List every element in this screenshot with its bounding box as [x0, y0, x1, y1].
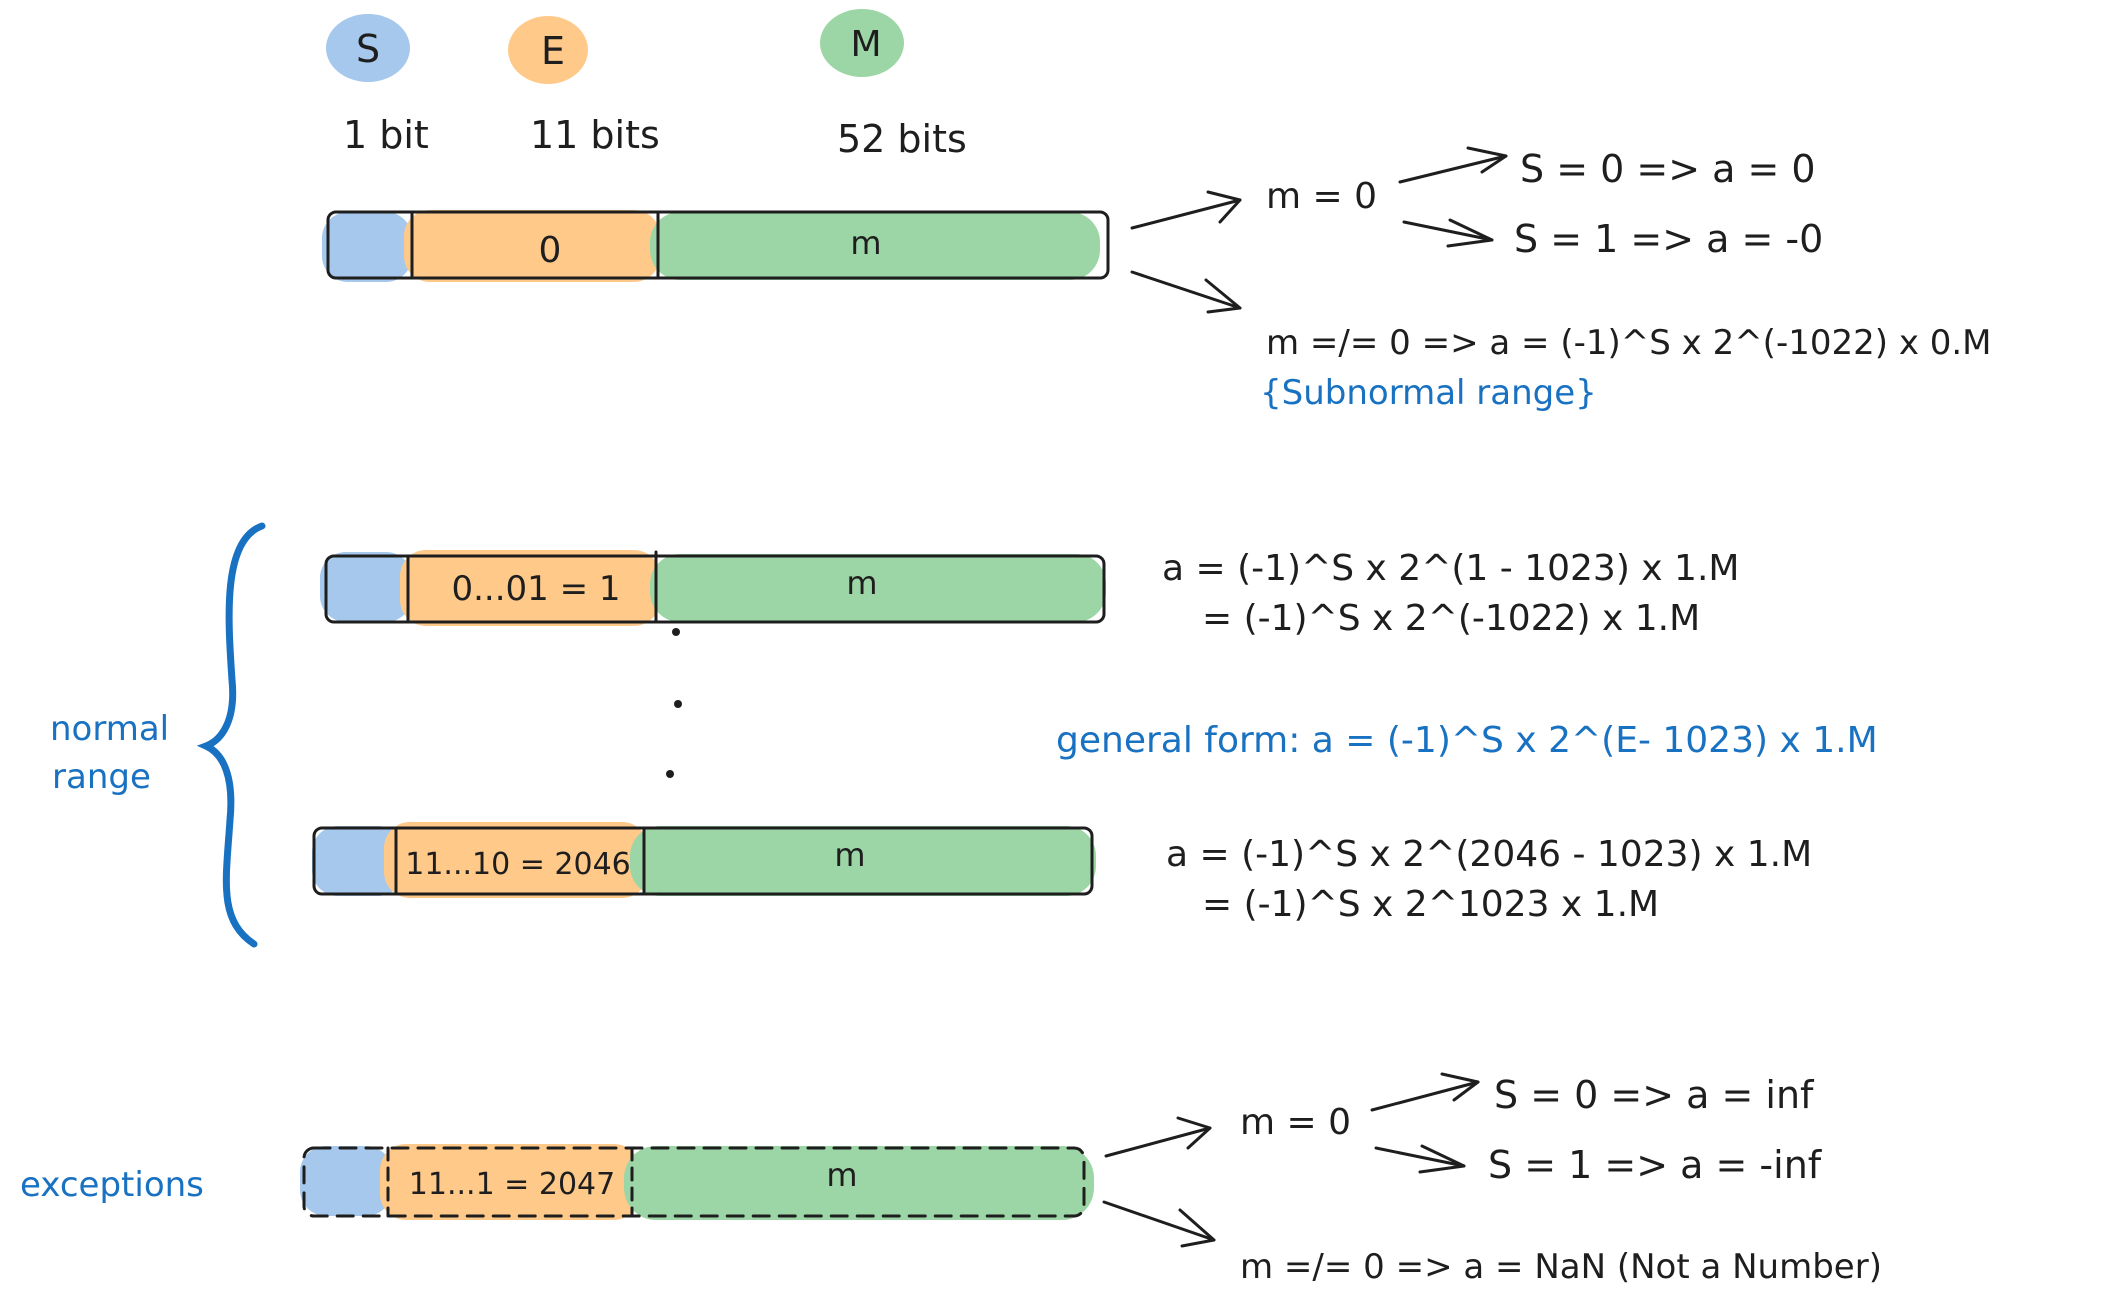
- normal-high-exponent-field: [384, 822, 648, 898]
- subnormal-s1-case: S = 1 => a = -0: [1514, 217, 1823, 261]
- normal-high-mantissa-value: m: [834, 836, 865, 874]
- normal-low-exponent-value: 0...01 = 1: [451, 569, 620, 609]
- exceptions-s0-case: S = 0 => a = inf: [1494, 1073, 1815, 1117]
- subnormal-exponent-value: 0: [539, 230, 562, 271]
- subnormal-range-note: {Subnormal range}: [1260, 373, 1597, 413]
- subnormal-cases: m = 0 S = 0 => a = 0 S = 1 => a = -0 m =…: [1260, 147, 1992, 413]
- normal-low-bitfield: 0...01 = 1 m: [320, 550, 1106, 626]
- exceptions-exponent-field: [380, 1144, 640, 1220]
- exceptions-m-zero: m = 0: [1240, 1102, 1351, 1143]
- normal-range-label-line1: normal: [50, 709, 169, 749]
- sign-legend-label: S: [356, 27, 380, 71]
- subnormal-bitfield: 0 m: [322, 210, 1110, 282]
- mantissa-legend-label: M: [850, 24, 881, 65]
- exceptions-bitfield: 11...1 = 2047 m: [300, 1144, 1094, 1220]
- subnormal-s0-case: S = 0 => a = 0: [1520, 147, 1816, 191]
- exponent-legend-label: E: [541, 29, 565, 73]
- normal-low-eq2: = (-1)^S x 2^(-1022) x 1.M: [1202, 598, 1700, 639]
- subnormal-mantissa-value: m: [850, 224, 881, 262]
- normal-low-mantissa-field: [650, 554, 1106, 622]
- subnormal-arrows: [1130, 146, 1508, 314]
- normal-low-eq1: a = (-1)^S x 2^(1 - 1023) x 1.M: [1162, 548, 1739, 589]
- normal-range-label-line2: range: [52, 757, 151, 797]
- normal-high-bar-outline: [312, 826, 1094, 896]
- exponent-legend-blob: [508, 16, 588, 84]
- exceptions-mantissa-value: m: [826, 1156, 857, 1194]
- sign-legend-blob: [326, 14, 410, 82]
- normal-high-bitfield: 11...10 = 2046 m: [312, 822, 1096, 898]
- normal-high-eq1: a = (-1)^S x 2^(2046 - 1023) x 1.M: [1166, 834, 1812, 875]
- mantissa-legend-blob: [820, 9, 904, 77]
- exceptions-s1-case: S = 1 => a = -inf: [1488, 1143, 1823, 1187]
- exceptions-mantissa-field: [624, 1146, 1094, 1220]
- normal-low-bar-outline: [324, 554, 1106, 624]
- exceptions-bar-outline: [302, 1146, 1086, 1218]
- mantissa-bits-label: 52 bits: [837, 117, 967, 161]
- subnormal-m-nonzero: m =/= 0 => a = (-1)^S x 2^(-1022) x 0.M: [1266, 323, 1992, 363]
- general-form: general form: a = (-1)^S x 2^(E- 1023) x…: [1056, 720, 1878, 761]
- normal-range-brace: normal range: [50, 522, 266, 948]
- exceptions-cases: m = 0 S = 0 => a = inf S = 1 => a = -inf…: [1240, 1073, 1882, 1287]
- subnormal-sign-field: [322, 212, 412, 282]
- normal-low-equations: a = (-1)^S x 2^(1 - 1023) x 1.M = (-1)^S…: [1162, 548, 1739, 639]
- normal-high-eq2: = (-1)^S x 2^1023 x 1.M: [1202, 884, 1659, 925]
- subnormal-bar-outline: [326, 210, 1110, 280]
- ellipsis-dots: [666, 628, 682, 778]
- exceptions-sign-field: [300, 1146, 392, 1216]
- exceptions-label: exceptions: [20, 1165, 204, 1205]
- normal-low-exponent-field: [400, 550, 660, 626]
- normal-low-mantissa-value: m: [846, 564, 877, 602]
- exceptions-arrows: [1102, 1072, 1480, 1248]
- normal-low-sign-field: [320, 552, 412, 622]
- legend: S E M 1 bit 11 bits 52 bits: [326, 9, 967, 161]
- subnormal-m-zero: m = 0: [1266, 176, 1377, 217]
- normal-high-exponent-value: 11...10 = 2046: [405, 847, 631, 882]
- subnormal-exponent-field: [404, 210, 660, 282]
- normal-high-sign-field: [312, 826, 404, 896]
- exceptions-m-nonzero: m =/= 0 => a = NaN (Not a Number): [1240, 1247, 1882, 1287]
- normal-high-mantissa-field: [630, 826, 1096, 896]
- sign-bits-label: 1 bit: [343, 113, 429, 157]
- normal-high-equations: a = (-1)^S x 2^(2046 - 1023) x 1.M = (-1…: [1166, 834, 1812, 925]
- exceptions-exponent-value: 11...1 = 2047: [409, 1167, 615, 1202]
- exponent-bits-label: 11 bits: [530, 113, 660, 157]
- subnormal-mantissa-field: [650, 212, 1100, 280]
